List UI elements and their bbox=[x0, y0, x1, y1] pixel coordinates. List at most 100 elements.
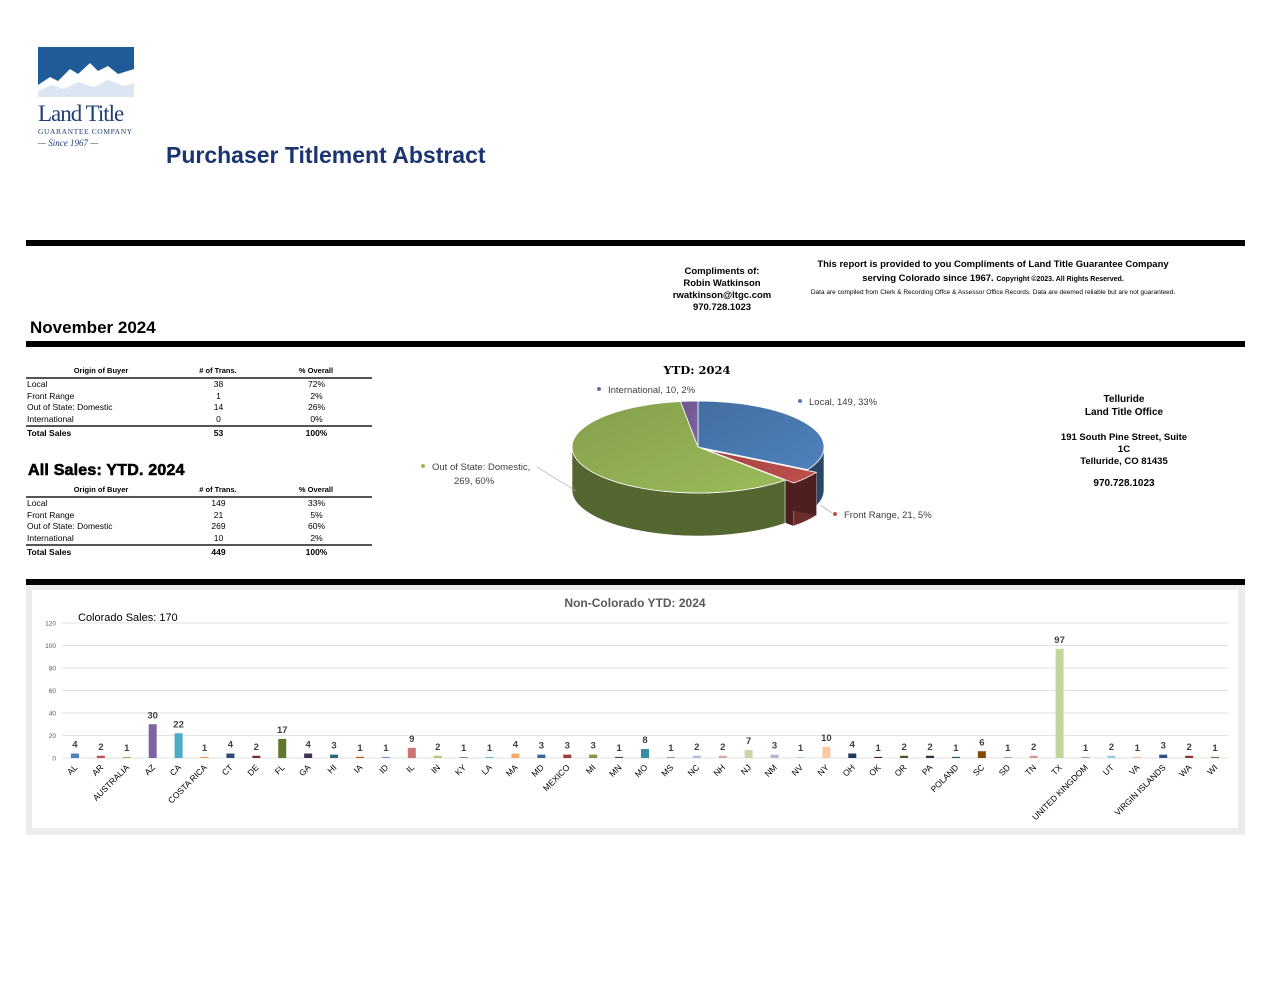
x-tick-label: POLAND bbox=[929, 762, 961, 794]
bar-ma bbox=[511, 753, 520, 758]
pie-label-marker bbox=[421, 464, 425, 468]
bar-value-label: 1 bbox=[487, 743, 493, 754]
bar-value-label: 3 bbox=[1161, 741, 1166, 752]
notice-copyright: Copyright ©2023. All Rights Reserved. bbox=[996, 276, 1124, 283]
y-tick-label: 20 bbox=[49, 733, 57, 740]
bar-ia bbox=[355, 756, 364, 758]
row-pct: 5% bbox=[310, 509, 323, 520]
total-pct: 100% bbox=[305, 546, 328, 557]
non-colorado-bar-chart: Non-Colorado YTD: 2024 Colorado Sales: 1… bbox=[45, 596, 1228, 822]
row-trans: 38 bbox=[213, 379, 224, 390]
x-tick-label: PA bbox=[920, 762, 935, 777]
x-tick-label: KY bbox=[453, 762, 468, 777]
bar-value-label: 1 bbox=[798, 743, 804, 754]
x-tick-label: NH bbox=[711, 762, 727, 778]
logo-subtitle: GUARANTEE COMPANY bbox=[38, 127, 133, 136]
bar-value-label: 2 bbox=[254, 742, 259, 753]
total-pct: 100% bbox=[305, 427, 328, 438]
bar-sd bbox=[1003, 756, 1012, 758]
row-origin: Local bbox=[27, 379, 48, 390]
ytd-title: All Sales: YTD. 2024 bbox=[28, 462, 185, 480]
bar-value-label: 2 bbox=[927, 742, 932, 753]
row-trans: 10 bbox=[176, 532, 260, 547]
bar-value-label: 1 bbox=[668, 743, 674, 754]
bar-mo bbox=[641, 749, 649, 758]
pie-label-marker bbox=[798, 399, 802, 403]
divider-month bbox=[26, 341, 1245, 347]
bar-value-label: 1 bbox=[124, 743, 130, 754]
y-tick-label: 0 bbox=[52, 756, 56, 763]
bar-in bbox=[433, 755, 442, 758]
bar-nh bbox=[718, 755, 727, 758]
bar-value-label: 17 bbox=[277, 725, 288, 736]
row-trans: 14 bbox=[213, 402, 224, 413]
bar-value-label: 97 bbox=[1054, 635, 1065, 646]
bar-nc bbox=[692, 755, 701, 758]
table-row: Local 38 72% bbox=[26, 378, 372, 391]
x-tick-label: MS bbox=[659, 762, 675, 778]
row-origin: International bbox=[26, 532, 176, 547]
office-address-3: Telluride, CO 81435 bbox=[1080, 456, 1168, 467]
bar-value-label: 3 bbox=[565, 741, 570, 752]
x-tick-label: CA bbox=[168, 762, 184, 778]
x-tick-label: MEXICO bbox=[541, 762, 572, 793]
bar-value-label: 4 bbox=[228, 740, 234, 751]
bar-az bbox=[148, 724, 157, 758]
x-tick-label: OR bbox=[892, 762, 908, 778]
x-tick-label: IA bbox=[352, 762, 365, 775]
bar-wa bbox=[1185, 755, 1194, 758]
bar-wi bbox=[1211, 756, 1220, 758]
pie-label-marker bbox=[597, 387, 601, 391]
agent-email: rwatkinson@ltgc.com bbox=[672, 290, 772, 301]
y-tick-label: 80 bbox=[49, 666, 57, 673]
y-tick-label: 60 bbox=[49, 688, 57, 695]
office-address-1: 191 South Pine Street, Suite bbox=[1060, 432, 1188, 443]
row-pct: 2% bbox=[260, 532, 372, 547]
bar-value-label: 4 bbox=[513, 740, 519, 751]
bar-fl bbox=[278, 738, 287, 758]
x-tick-label: HI bbox=[325, 762, 338, 775]
pie-title: YTD: 2024 bbox=[663, 363, 731, 377]
pie-slice-international bbox=[679, 400, 699, 448]
row-trans: 149 bbox=[211, 498, 226, 509]
ytd-pie-chart: YTD: 2024 Local, 149, 33% Front Range, 21… bbox=[421, 363, 932, 537]
header-origin: Origin of Buyer bbox=[26, 484, 176, 498]
bar-poland bbox=[951, 756, 960, 758]
bar-value-label: 2 bbox=[720, 742, 725, 753]
row-origin: International bbox=[26, 413, 176, 428]
x-tick-label: IL bbox=[404, 762, 416, 774]
x-tick-label: DE bbox=[245, 762, 261, 778]
table-row: International 0 0% bbox=[26, 413, 372, 428]
bar-value-label: 4 bbox=[72, 740, 78, 751]
bar-value-label: 1 bbox=[616, 743, 622, 754]
x-tick-label: WI bbox=[1205, 762, 1219, 776]
table-row: Out of State: Domestic 14 26% bbox=[26, 402, 372, 414]
x-tick-label: NJ bbox=[739, 762, 753, 776]
y-tick-label: 120 bbox=[45, 621, 56, 628]
table-row: Front Range 21 5% bbox=[26, 510, 372, 522]
bar-value-label: 1 bbox=[876, 743, 882, 754]
divider-top bbox=[26, 240, 1245, 246]
row-origin: Front Range bbox=[27, 390, 75, 401]
table-header-row: Origin of Buyer # of Trans. % Overall bbox=[26, 365, 372, 379]
x-tick-label: AZ bbox=[142, 762, 157, 777]
total-trans: 449 bbox=[211, 546, 226, 557]
office-address-2: 1C bbox=[1117, 444, 1131, 455]
month-title: November 2024 bbox=[30, 318, 156, 337]
bar-chart-area: Non-Colorado YTD: 2024 Colorado Sales: 1… bbox=[32, 590, 1238, 828]
bar-mn bbox=[615, 756, 624, 758]
x-tick-label: FL bbox=[273, 762, 287, 776]
bar-pa bbox=[926, 755, 935, 758]
x-tick-label: IN bbox=[429, 762, 442, 775]
header-trans: # of Trans. bbox=[176, 484, 260, 498]
bar-value-label: 6 bbox=[979, 737, 984, 748]
bar-value-label: 1 bbox=[202, 743, 208, 754]
table-total-row: Total Sales 449 100% bbox=[26, 545, 372, 558]
pie-data-label: International, 10, 2% bbox=[608, 385, 696, 396]
bar-ca bbox=[174, 733, 183, 758]
bar-value-label: 1 bbox=[357, 743, 363, 754]
bar-chart-title: Non-Colorado YTD: 2024 bbox=[564, 596, 705, 610]
row-origin: Out of State: Domestic bbox=[27, 521, 113, 532]
x-tick-label: VA bbox=[1127, 762, 1142, 777]
row-trans: 269 bbox=[211, 521, 226, 532]
